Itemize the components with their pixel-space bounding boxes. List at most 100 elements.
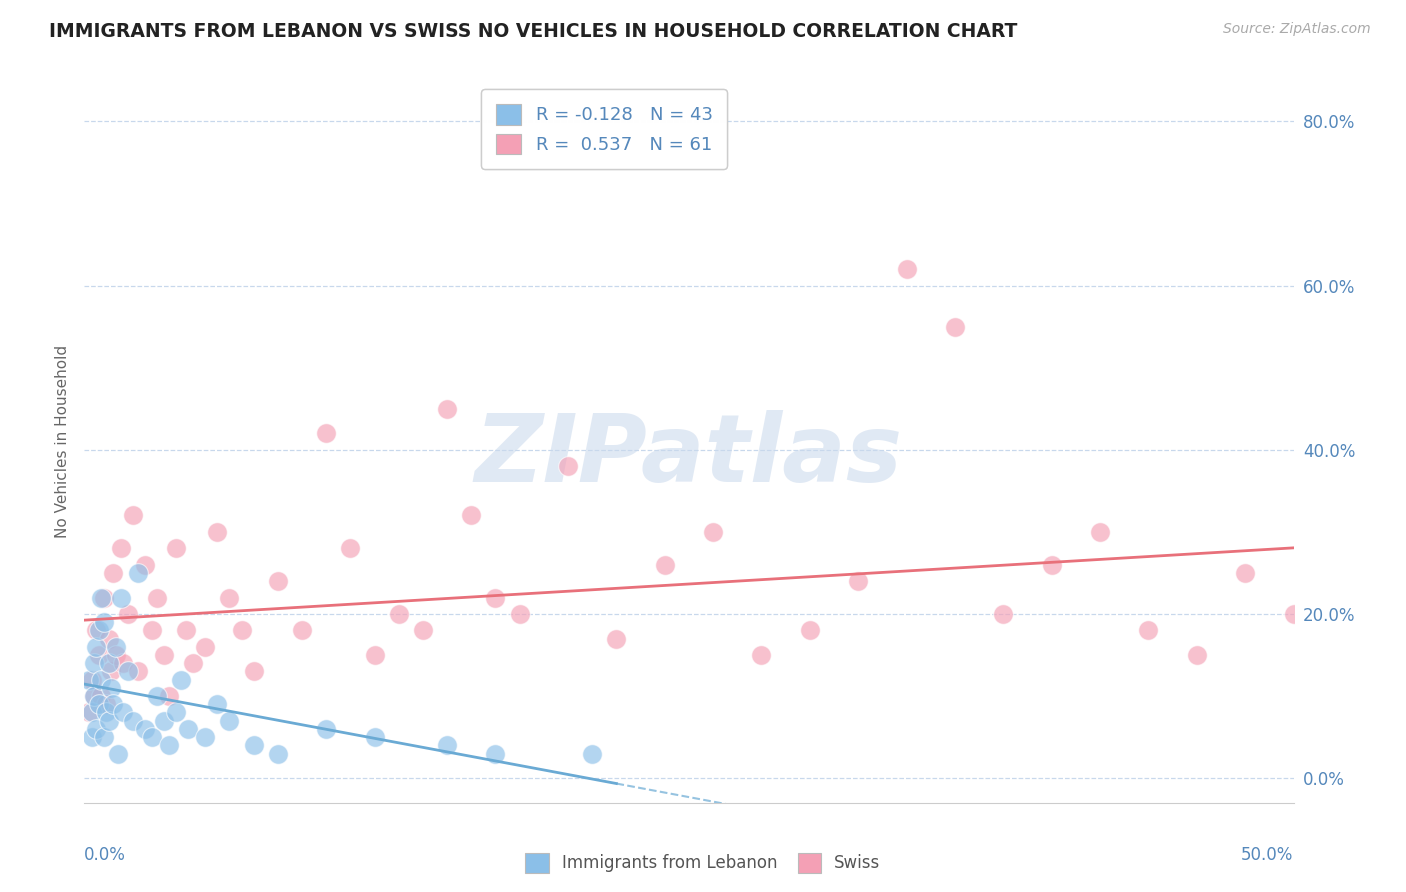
Point (112, 706, 135, 720)
Point (153, 714, 176, 728)
Point (181, 657, 204, 671)
Point (484, 747, 506, 761)
Point (80, 706, 103, 720)
Point (460, 508, 482, 523)
Point (654, 558, 676, 572)
Point (104, 648, 127, 662)
Point (339, 541, 361, 556)
Point (93, 615, 115, 630)
Point (218, 714, 240, 728)
Point (94, 706, 117, 720)
Point (100, 681, 122, 695)
Point (509, 607, 531, 621)
Point (134, 558, 156, 572)
Point (117, 607, 139, 621)
Point (90, 689, 112, 703)
Point (1330, 524, 1353, 539)
Point (484, 591, 506, 605)
Point (943, 319, 966, 334)
Text: ZIPatlas: ZIPatlas (475, 410, 903, 502)
Point (896, 262, 918, 277)
Point (194, 640, 217, 654)
Point (112, 657, 135, 671)
Point (436, 401, 458, 416)
Point (87, 624, 110, 638)
Point (1137, 624, 1160, 638)
Point (153, 648, 176, 662)
Point (267, 747, 290, 761)
Point (97, 632, 120, 646)
Point (605, 632, 627, 646)
Point (107, 747, 129, 761)
Point (291, 624, 314, 638)
Point (77, 673, 100, 687)
Point (751, 648, 773, 662)
Point (412, 624, 434, 638)
Point (165, 541, 187, 556)
Point (557, 459, 579, 474)
Point (207, 524, 229, 539)
Point (799, 624, 821, 638)
Point (846, 574, 869, 588)
Point (110, 591, 132, 605)
Point (436, 739, 458, 753)
Point (83, 689, 105, 703)
Point (231, 624, 253, 638)
Point (993, 607, 1015, 621)
Point (1040, 558, 1063, 572)
Point (86, 722, 108, 736)
Point (177, 722, 200, 736)
Point (157, 689, 180, 703)
Point (93, 730, 115, 744)
Point (1234, 566, 1257, 580)
Point (86, 640, 108, 654)
Point (134, 722, 156, 736)
Point (97, 714, 120, 728)
Point (315, 722, 337, 736)
Point (104, 640, 127, 654)
Point (363, 648, 385, 662)
Legend: Immigrants from Lebanon, Swiss: Immigrants from Lebanon, Swiss (519, 847, 887, 880)
Point (110, 541, 132, 556)
Point (174, 624, 197, 638)
Point (87, 698, 110, 712)
Point (100, 665, 122, 679)
Point (267, 574, 290, 588)
Point (1088, 524, 1111, 539)
Point (121, 714, 143, 728)
Text: IMMIGRANTS FROM LEBANON VS SWISS NO VEHICLES IN HOUSEHOLD CORRELATION CHART: IMMIGRANTS FROM LEBANON VS SWISS NO VEHI… (49, 22, 1018, 41)
Point (218, 591, 240, 605)
Point (581, 747, 603, 761)
Point (157, 739, 180, 753)
Point (242, 665, 264, 679)
Point (121, 508, 143, 523)
Point (103, 566, 125, 580)
Point (127, 566, 149, 580)
Text: Source: ZipAtlas.com: Source: ZipAtlas.com (1223, 22, 1371, 37)
Point (170, 673, 193, 687)
Y-axis label: No Vehicles in Household: No Vehicles in Household (55, 345, 70, 538)
Point (1379, 640, 1402, 654)
Point (87, 648, 110, 662)
Point (80, 730, 103, 744)
Point (93, 591, 115, 605)
Point (702, 524, 724, 539)
Point (242, 739, 264, 753)
Point (83, 657, 105, 671)
Point (194, 730, 217, 744)
Point (1185, 648, 1208, 662)
Point (77, 706, 100, 720)
Point (1282, 607, 1305, 621)
Point (90, 591, 112, 605)
Point (83, 689, 105, 703)
Point (97, 657, 120, 671)
Point (127, 665, 149, 679)
Point (141, 730, 163, 744)
Text: 50.0%: 50.0% (1241, 847, 1294, 864)
Point (146, 689, 169, 703)
Point (363, 730, 385, 744)
Point (80, 673, 103, 687)
Point (117, 665, 139, 679)
Point (146, 591, 169, 605)
Point (165, 706, 187, 720)
